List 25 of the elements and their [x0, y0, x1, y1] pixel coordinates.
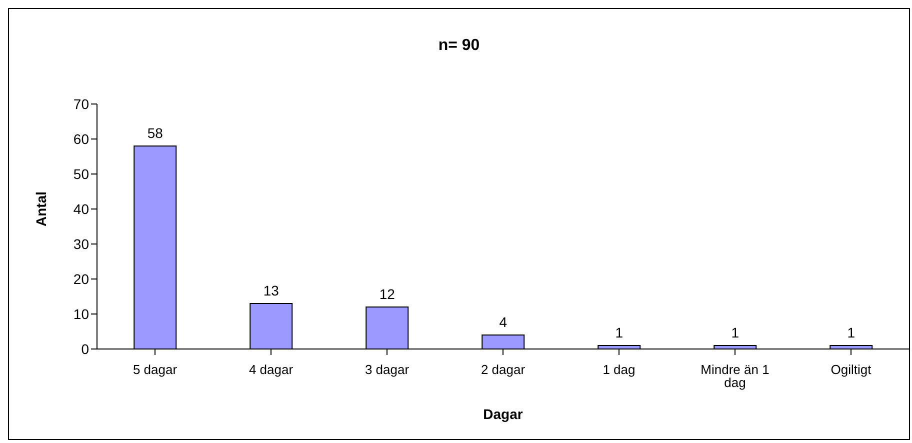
y-tick-label: 40 — [73, 200, 90, 217]
x-tick-label: 2 dagar — [480, 362, 526, 378]
y-tick-label: 50 — [73, 166, 90, 182]
data-label: 13 — [263, 282, 280, 298]
y-tick-label: 70 — [73, 96, 90, 112]
x-axis-title: Dagar — [483, 406, 524, 422]
data-label: 12 — [379, 286, 396, 302]
data-label: 1 — [731, 324, 740, 340]
x-tick-label: 1 dag — [602, 362, 636, 378]
y-tick-label: 30 — [73, 236, 90, 252]
y-tick-label: 10 — [73, 306, 90, 322]
data-label: 1 — [615, 324, 624, 340]
x-tick-label: Ogiltigt — [830, 362, 872, 378]
x-tick-label: 3 dagar — [364, 362, 410, 378]
chart-title: n= 90 — [437, 36, 481, 56]
data-label: 58 — [147, 125, 164, 141]
y-tick-label: 60 — [73, 130, 90, 147]
x-tick-label: 5 dagar — [132, 362, 178, 378]
x-tick-label: Mindre än 1 dag — [700, 362, 770, 390]
y-tick-label: 20 — [73, 270, 90, 287]
x-tick-label: 4 dagar — [248, 362, 294, 378]
data-label: 4 — [499, 314, 508, 330]
y-axis-title: Antal — [32, 192, 49, 226]
y-tick-label: 0 — [81, 340, 90, 357]
data-label: 1 — [847, 324, 856, 340]
